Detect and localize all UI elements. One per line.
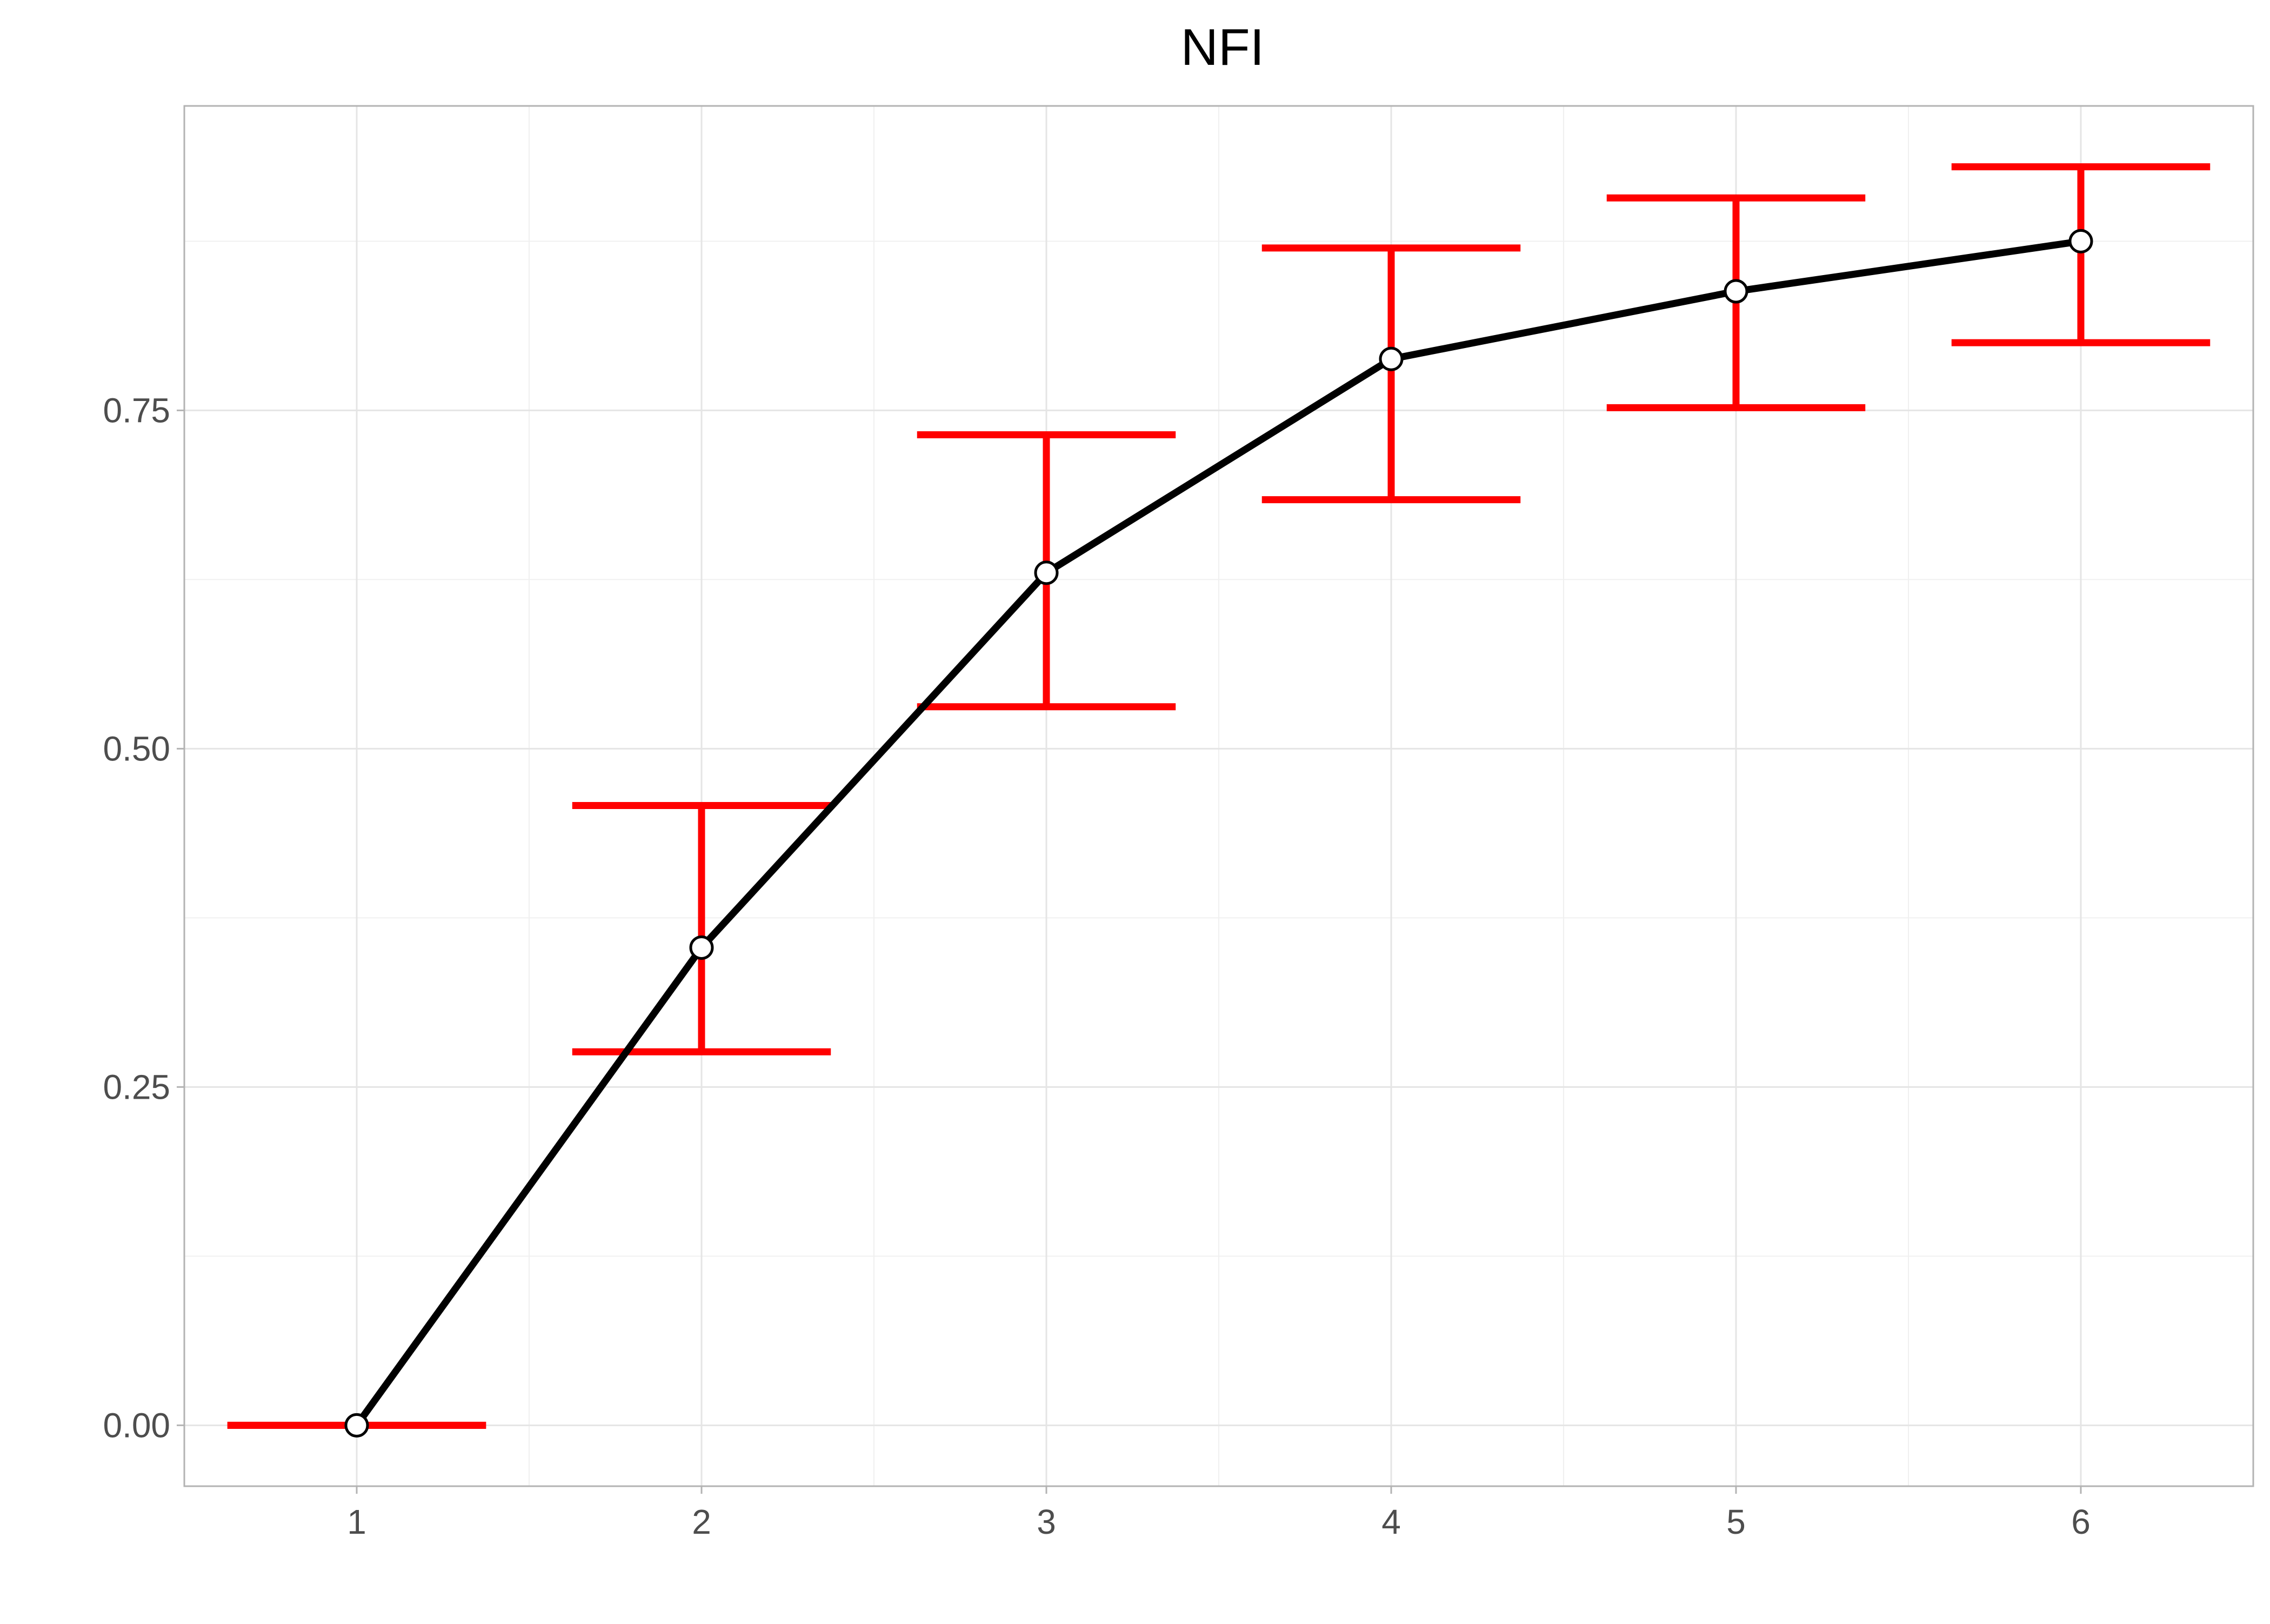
axis-ticks: 0.00 0.25 0.50 0.75 1 2 3 4 5 6 [103, 391, 2090, 1541]
panel-border [183, 105, 2254, 1487]
y-tick-label: 0.00 [103, 1406, 170, 1445]
x-tick-label: 4 [1381, 1502, 1401, 1541]
error-bar [1951, 163, 2211, 346]
series-line [353, 237, 2081, 1428]
data-point [1034, 560, 1059, 585]
data-point [689, 935, 714, 960]
x-tick-label: 6 [2071, 1502, 2091, 1541]
data-points [344, 229, 2093, 1438]
error-bar [572, 802, 831, 1055]
data-point [1724, 279, 1748, 304]
x-tick-label: 1 [347, 1502, 366, 1541]
y-tick-label: 0.50 [103, 729, 170, 768]
series-polyline [353, 237, 2081, 1428]
y-tick-label: 0.25 [103, 1067, 170, 1106]
error-bars [227, 163, 2211, 1429]
error-bar [1261, 244, 1521, 504]
data-point [1379, 346, 1404, 371]
data-point [2068, 229, 2093, 253]
x-tick-label: 2 [692, 1502, 711, 1541]
x-tick-label: 5 [1726, 1502, 1746, 1541]
chart-title: NFI [1181, 18, 1265, 76]
y-tick-label: 0.75 [103, 391, 170, 430]
data-point [344, 1413, 369, 1438]
x-tick-label: 3 [1037, 1502, 1056, 1541]
